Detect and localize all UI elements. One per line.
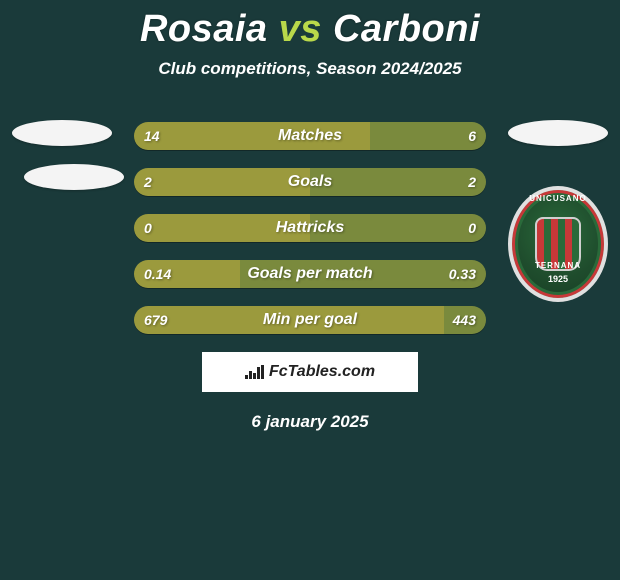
comparison-title: Rosaia vs Carboni <box>0 0 620 51</box>
vs-text: vs <box>279 8 322 50</box>
left-placeholder-ellipse-2 <box>24 164 124 190</box>
stat-value-left: 679 <box>134 306 177 334</box>
stat-row: 00Hattricks <box>134 214 486 242</box>
stat-bar-left <box>134 306 444 334</box>
stat-value-right: 2 <box>458 168 486 196</box>
watermark: FcTables.com <box>202 352 418 392</box>
stat-value-right: 0.33 <box>439 260 486 288</box>
shield-year: 1925 <box>508 274 608 284</box>
watermark-text: FcTables.com <box>269 363 375 381</box>
stat-value-right: 6 <box>458 122 486 150</box>
left-placeholder-ellipse-1 <box>12 120 112 146</box>
stat-value-left: 0.14 <box>134 260 181 288</box>
stat-row: 22Goals <box>134 168 486 196</box>
right-placeholder-ellipse <box>508 120 608 146</box>
shield-name-bottom: TERNANA <box>508 261 608 270</box>
stat-value-left: 14 <box>134 122 170 150</box>
stats-area: 146Matches22Goals00Hattricks0.140.33Goal… <box>134 122 486 432</box>
stat-row: 679443Min per goal <box>134 306 486 334</box>
stat-value-right: 443 <box>443 306 486 334</box>
stat-row: 0.140.33Goals per match <box>134 260 486 288</box>
subtitle: Club competitions, Season 2024/2025 <box>0 59 620 79</box>
shield-name-top: UNICUSANO <box>508 194 608 203</box>
right-club-badge-area: UNICUSANO TERNANA 1925 <box>504 120 612 302</box>
bars-icon <box>245 365 263 379</box>
left-club-badge-area <box>8 120 116 208</box>
player2-name: Carboni <box>333 8 480 50</box>
date-text: 6 january 2025 <box>134 412 486 432</box>
stat-value-left: 2 <box>134 168 162 196</box>
stat-row: 146Matches <box>134 122 486 150</box>
player1-name: Rosaia <box>140 8 268 50</box>
stat-value-left: 0 <box>134 214 162 242</box>
stat-value-right: 0 <box>458 214 486 242</box>
right-club-shield: UNICUSANO TERNANA 1925 <box>508 186 608 302</box>
